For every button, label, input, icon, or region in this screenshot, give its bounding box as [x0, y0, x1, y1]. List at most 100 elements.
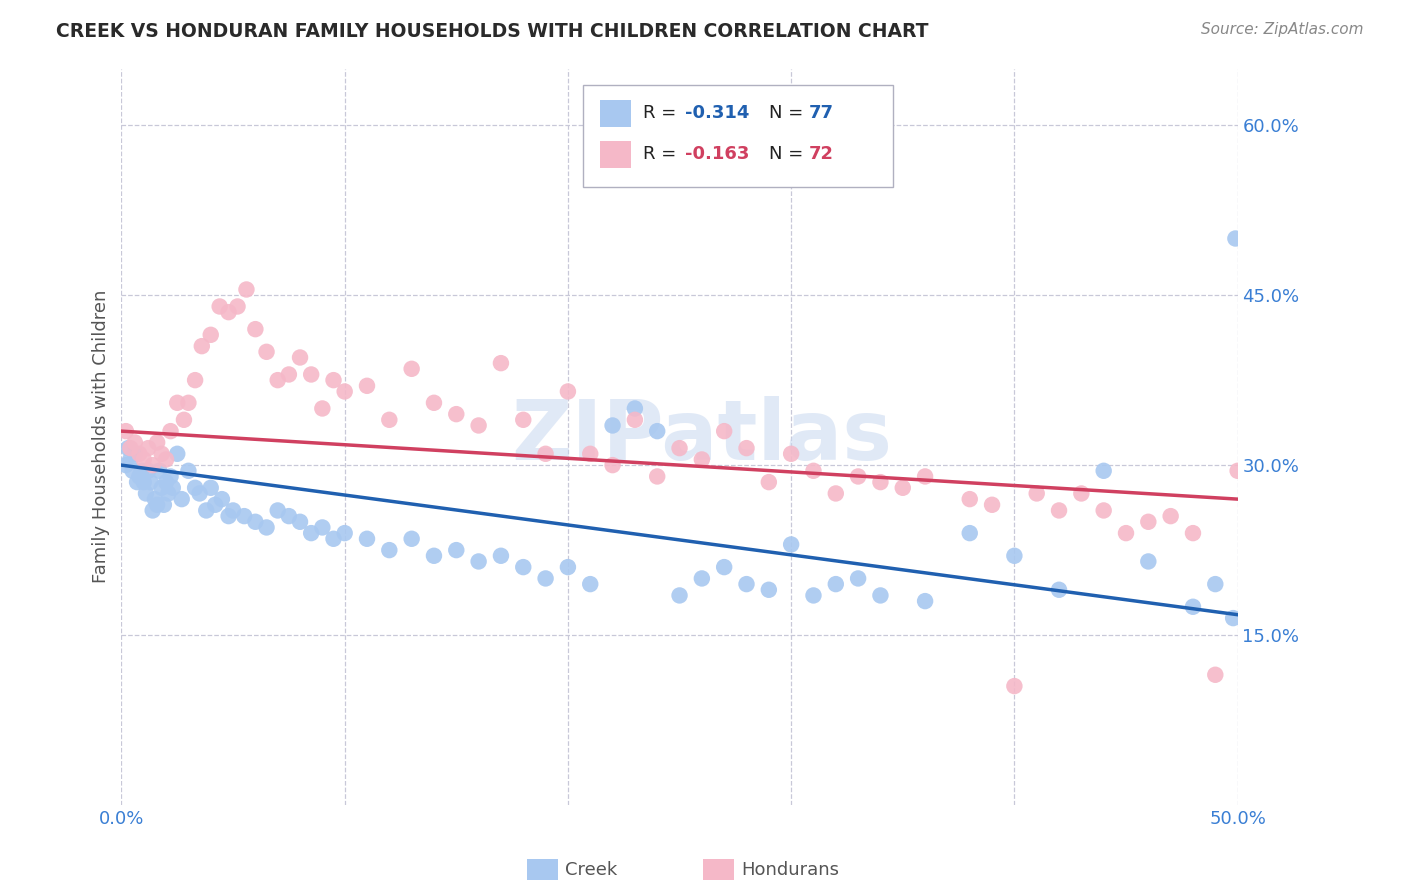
Point: [378, 413, 401, 427]
Point: [195, 503, 218, 517]
Point: [245, 515, 267, 529]
Text: 77: 77: [808, 104, 834, 122]
Text: N =: N =: [769, 104, 808, 122]
Point: [124, 435, 146, 450]
Point: [803, 464, 825, 478]
Point: [1047, 503, 1070, 517]
Point: [690, 452, 713, 467]
Text: Creek: Creek: [565, 861, 617, 879]
Point: [267, 503, 290, 517]
Point: [446, 407, 468, 421]
Point: [142, 503, 165, 517]
Point: [467, 418, 489, 433]
Point: [322, 532, 344, 546]
Point: [146, 435, 169, 450]
Point: [142, 458, 165, 472]
Point: [218, 509, 240, 524]
Point: [602, 458, 624, 472]
Point: [1260, 520, 1282, 534]
Point: [489, 356, 512, 370]
Point: [446, 543, 468, 558]
Point: [233, 509, 256, 524]
Point: [1092, 464, 1115, 478]
Point: [602, 418, 624, 433]
Point: [139, 475, 162, 490]
Point: [557, 384, 579, 399]
Point: [735, 441, 758, 455]
Point: [467, 554, 489, 568]
Point: [1070, 486, 1092, 500]
Text: N =: N =: [769, 145, 808, 163]
Point: [117, 441, 139, 455]
Point: [735, 577, 758, 591]
Point: [124, 447, 146, 461]
Point: [333, 384, 356, 399]
Point: [713, 424, 735, 438]
Point: [690, 571, 713, 585]
Point: [1160, 509, 1182, 524]
Point: [177, 464, 200, 478]
Point: [959, 526, 981, 541]
Point: [401, 532, 423, 546]
Text: -0.314: -0.314: [685, 104, 749, 122]
Point: [512, 560, 534, 574]
Point: [846, 469, 869, 483]
Point: [824, 577, 846, 591]
Point: [120, 452, 142, 467]
Point: [645, 424, 668, 438]
Point: [155, 452, 177, 467]
Point: [803, 589, 825, 603]
Point: [780, 447, 803, 461]
Point: [245, 322, 267, 336]
Point: [256, 344, 278, 359]
Point: [1249, 498, 1271, 512]
Point: [173, 413, 195, 427]
Point: [1047, 582, 1070, 597]
Point: [132, 475, 155, 490]
Point: [299, 526, 322, 541]
Point: [824, 486, 846, 500]
Point: [120, 441, 142, 455]
Point: [1225, 231, 1247, 245]
Point: [153, 498, 176, 512]
Point: [146, 498, 169, 512]
Point: [136, 464, 159, 478]
Point: [200, 327, 222, 342]
Point: [128, 447, 150, 461]
Point: [170, 492, 193, 507]
Point: [512, 413, 534, 427]
Point: [378, 543, 401, 558]
Text: Hondurans: Hondurans: [741, 861, 839, 879]
Point: [121, 464, 143, 478]
Point: [288, 351, 311, 365]
Point: [115, 458, 138, 472]
Point: [311, 520, 333, 534]
Point: [218, 305, 240, 319]
Point: [1226, 464, 1249, 478]
Point: [131, 464, 153, 478]
Point: [579, 447, 602, 461]
Point: [668, 441, 690, 455]
Point: [177, 396, 200, 410]
Point: [534, 447, 557, 461]
Point: [1137, 554, 1160, 568]
Point: [267, 373, 290, 387]
Point: [1002, 549, 1025, 563]
Point: [1181, 526, 1204, 541]
Point: [148, 464, 170, 478]
Point: [211, 492, 233, 507]
Point: [222, 503, 245, 517]
Point: [208, 300, 231, 314]
Point: [162, 481, 184, 495]
Point: [191, 339, 214, 353]
Point: [299, 368, 322, 382]
Point: [1137, 515, 1160, 529]
Point: [150, 481, 173, 495]
Point: [846, 571, 869, 585]
Point: [891, 481, 914, 495]
Point: [780, 537, 803, 551]
Point: [489, 549, 512, 563]
Point: [1092, 503, 1115, 517]
Point: [125, 475, 148, 490]
Point: [333, 526, 356, 541]
